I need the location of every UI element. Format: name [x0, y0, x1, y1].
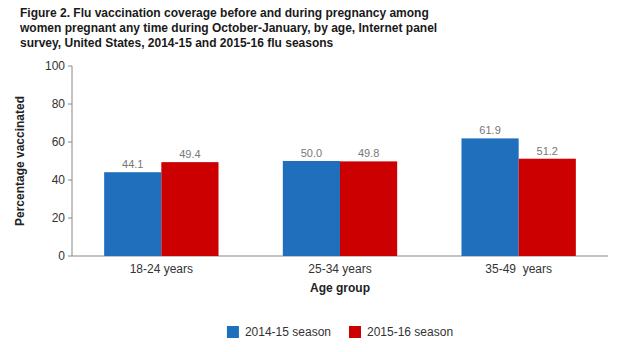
y-axis-line [72, 66, 73, 256]
y-tick-label: 100 [45, 59, 65, 73]
data-label: 61.9 [479, 124, 500, 136]
y-tick-label: 40 [52, 173, 66, 187]
legend-label: 2014-15 season [245, 325, 331, 339]
legend-label: 2015-16 season [367, 325, 453, 339]
title-line: Figure 2. Flu vaccination coverage befor… [20, 6, 429, 20]
y-tick [68, 66, 72, 67]
bar [519, 159, 576, 256]
bar [161, 162, 218, 256]
title: Figure 2. Flu vaccination coverage befor… [19, 6, 437, 50]
title-line: women pregnant any time during October-J… [19, 21, 437, 35]
y-tick [68, 218, 72, 219]
x-tick-label: 25-34 years [308, 262, 371, 276]
y-tick [68, 180, 72, 181]
data-label: 49.4 [179, 148, 200, 160]
bar [340, 161, 397, 256]
x-tick-label: 18-24 years [130, 262, 193, 276]
y-tick [68, 256, 72, 257]
y-tick [68, 104, 72, 105]
x-axis-label: Age group [310, 281, 370, 295]
bar [461, 138, 518, 256]
legend-swatch [227, 326, 239, 338]
legend-swatch [349, 326, 361, 338]
bar [283, 161, 340, 256]
y-tick-label: 80 [52, 97, 66, 111]
y-axis-label: Percentage vaccinated [13, 96, 27, 226]
y-tick-label: 20 [52, 211, 66, 225]
data-label: 50.0 [301, 147, 322, 159]
legend: 2014-15 season 2015-16 season [227, 325, 453, 339]
bars [104, 138, 576, 256]
bar [104, 172, 161, 256]
title-line: survey, United States, 2014-15 and 2015-… [20, 36, 334, 50]
y-tick-label: 60 [52, 135, 66, 149]
data-label: 49.8 [358, 147, 379, 159]
data-label: 44.1 [122, 158, 143, 170]
data-labels: 44.1 50.0 61.9 49.4 49.8 51.2 [122, 124, 558, 170]
y-tick-label: 0 [58, 249, 65, 263]
y-tick [68, 142, 72, 143]
chart: Figure 2. Flu vaccination coverage befor… [0, 0, 628, 352]
data-label: 51.2 [537, 145, 558, 157]
x-tick-label: 35-49 years [485, 262, 552, 276]
